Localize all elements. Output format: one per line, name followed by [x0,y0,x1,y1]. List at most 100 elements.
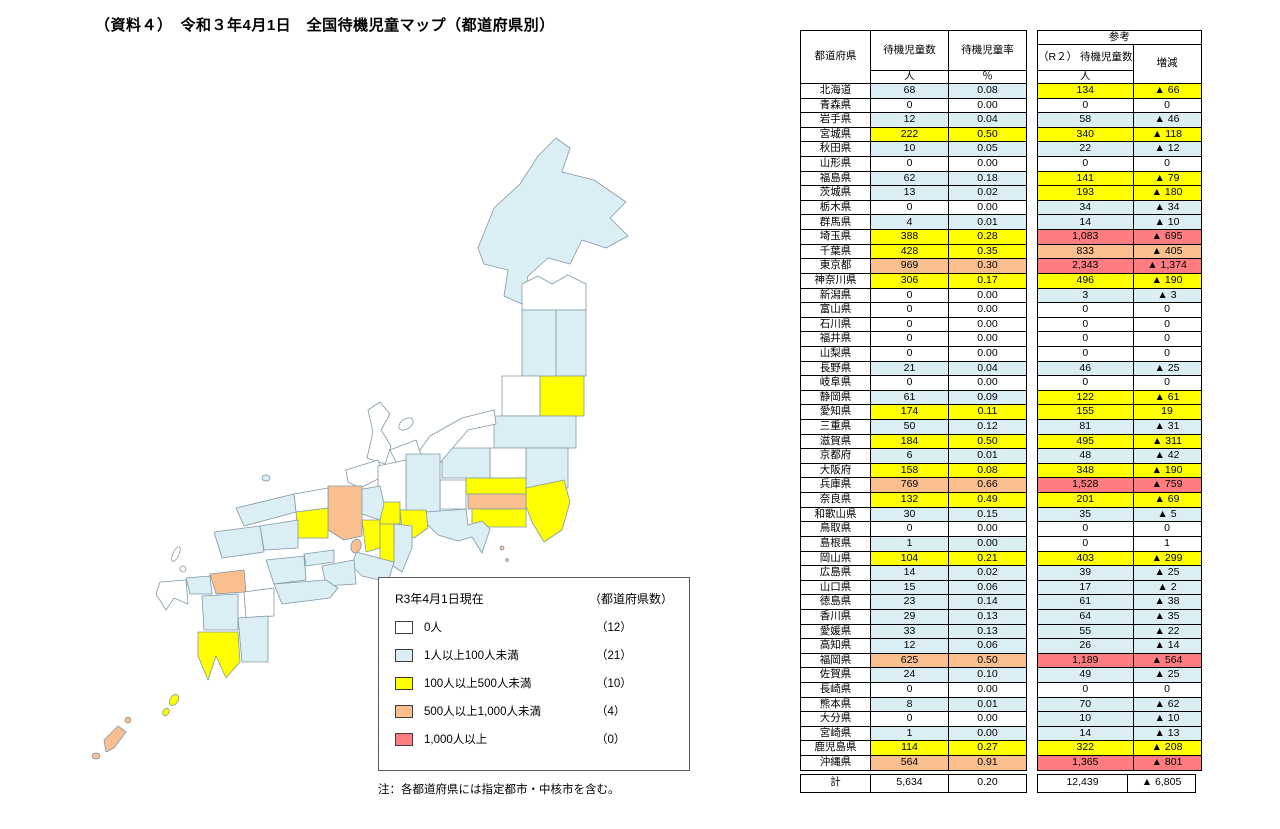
map-pref-広島県 [259,519,299,551]
header-reference: 参考 [1037,30,1202,45]
table-row: 岡山県 104 0.21 [800,550,1027,567]
rate-cell: 0.17 [948,272,1027,289]
footnote: 注：各都道府県には指定都市・中核市を含む。 [378,784,620,796]
rate-cell: 0.12 [948,419,1027,435]
r2-count-cell: 81 [1037,419,1134,435]
table-row: 福井県 0 0.00 [800,331,1027,347]
map-pref-静岡県 [425,508,491,554]
count-cell: 769 [870,477,949,494]
change-cell: 0 [1132,375,1202,391]
prefecture-name-cell: 栃木県 [800,199,871,216]
table-row: 香川県 29 0.13 [800,608,1027,625]
count-cell: 158 [870,462,949,479]
total-label-cell: 計 [800,773,871,793]
total-row: 12,439 ▲ 6,805 [1037,773,1196,793]
r2-count-cell: 22 [1037,141,1134,158]
r2-count-cell: 0 [1037,331,1134,347]
table-row: 愛媛県 33 0.13 [800,623,1027,640]
rate-cell: 0.00 [948,156,1027,172]
unit-percent-label: ％ [948,70,1027,84]
prefecture-name-cell: 奈良県 [800,492,871,508]
rate-cell: 0.09 [948,389,1027,406]
table-row: 山梨県 0 0.00 [800,345,1027,362]
rate-cell: 0.04 [948,112,1027,128]
prefecture-name-cell: 沖縄県 [800,755,871,771]
change-cell: ▲ 759 [1132,477,1202,494]
count-cell: 50 [870,419,949,435]
map-pref-福岡県 [209,569,247,595]
count-cell: 0 [870,345,949,362]
change-cell: ▲ 25 [1132,667,1202,683]
count-cell: 21 [870,360,949,377]
header-change: 増減 [1132,44,1202,84]
r2-count-cell: 35 [1037,506,1134,523]
map-pref-宮城県 [539,375,585,417]
r2-count-cell: 141 [1037,170,1134,187]
prefecture-name-cell: 島根県 [800,535,871,552]
table-row: 134 ▲ 66 [1037,83,1202,99]
table-row: 大阪府 158 0.08 [800,462,1027,479]
prefecture-name-cell: 岡山県 [800,550,871,567]
prefecture-name-cell: 広島県 [800,565,871,581]
rate-cell: 0.50 [948,433,1027,450]
prefecture-name-cell: 富山県 [800,302,871,318]
change-cell: ▲ 5 [1132,506,1202,523]
map-pref-徳島県 [321,559,357,587]
unit-person-r2-label: 人 [1037,70,1134,84]
r2-count-cell: 58 [1037,112,1134,128]
change-cell: 0 [1132,681,1202,698]
table-row: 京都府 6 0.01 [800,448,1027,464]
table-row: 三重県 50 0.12 [800,419,1027,435]
change-cell: ▲ 46 [1132,112,1202,128]
table-row: 34 ▲ 34 [1037,199,1202,216]
table-row: 3 ▲ 3 [1037,287,1202,304]
map-island-沖縄県 [91,752,101,760]
count-cell: 30 [870,506,949,523]
data-table-area: 都道府県 待機児童数 待機児童率 人 ％ 北海道 68 0.08 青森県 0 0.00 岩手… [800,30,1202,793]
count-cell: 388 [870,229,949,245]
count-cell: 0 [870,681,949,698]
map-pref-沖縄県 [103,725,127,753]
change-cell: ▲ 69 [1132,492,1202,508]
rate-cell: 0.50 [948,126,1027,143]
map-island-兵庫県 [350,538,362,554]
table-row: 48 ▲ 42 [1037,448,1202,464]
r2-count-cell: 3 [1037,287,1134,304]
count-cell: 0 [870,287,949,304]
rate-cell: 0.10 [948,667,1027,683]
change-cell: ▲ 62 [1132,696,1202,713]
prefecture-name-cell: 京都府 [800,448,871,464]
count-cell: 0 [870,97,949,114]
count-cell: 0 [870,521,949,537]
table-row: 55 ▲ 22 [1037,623,1202,640]
change-cell: ▲ 25 [1132,565,1202,581]
change-cell: 19 [1132,404,1202,421]
r2-count-cell: 193 [1037,185,1134,201]
header-count: 待機児童数 [870,30,949,71]
count-cell: 23 [870,594,949,610]
count-cell: 0 [870,331,949,347]
map-pref-千葉県 [525,479,571,543]
prefecture-name-cell: 山梨県 [800,345,871,362]
table-row: 64 ▲ 35 [1037,608,1202,625]
count-cell: 12 [870,638,949,654]
r2-count-cell: 348 [1037,462,1134,479]
legend-items: 0人 （12） 1人以上100人未満 （21） 100人以上500人未満 （10） 500人… [395,619,673,747]
legend-item: 500人以上1,000人未満 （4） [395,703,673,719]
map-island-鹿児島県 [168,694,180,706]
prefecture-name-cell: 大阪府 [800,462,871,479]
table-row: 496 ▲ 190 [1037,272,1202,289]
count-cell: 61 [870,389,949,406]
change-cell: ▲ 1,374 [1132,258,1202,274]
r2-count-cell: 155 [1037,404,1134,421]
rate-cell: 0.00 [948,199,1027,216]
map-pref-秋田県 [521,309,557,377]
prefecture-name-cell: 香川県 [800,608,871,625]
r2-count-cell: 0 [1037,316,1134,333]
table-row: 1,365 ▲ 801 [1037,755,1202,771]
rate-cell: 0.00 [948,711,1027,727]
rate-cell: 0.91 [948,755,1027,771]
legend-swatch [395,648,413,662]
table-row: 大分県 0 0.00 [800,711,1027,727]
table-row: 高知県 12 0.06 [800,638,1027,654]
